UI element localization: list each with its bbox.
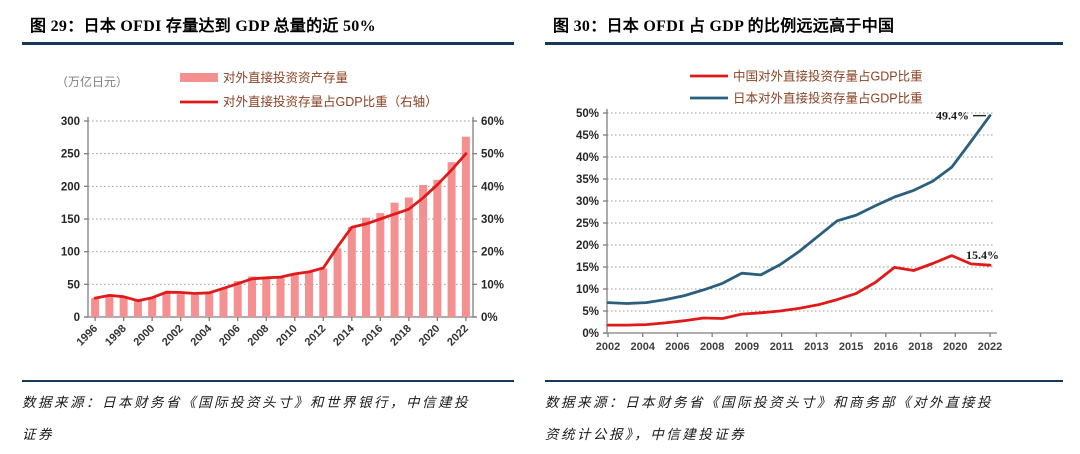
- figure-29-title-rule: [22, 42, 514, 45]
- svg-text:2004: 2004: [189, 322, 215, 348]
- series-ofdi-gdp-share-line: [93, 152, 468, 303]
- figure-29-source-rule: [22, 380, 514, 382]
- svg-text:2008: 2008: [700, 341, 724, 353]
- svg-text:5%: 5%: [582, 306, 599, 318]
- legend-bar-swatch: [180, 73, 218, 82]
- svg-text:2002: 2002: [160, 323, 186, 349]
- svg-text:1998: 1998: [103, 323, 129, 349]
- svg-text:100: 100: [61, 247, 80, 259]
- figure-29-chart: 0 50 100 150 200 250 300 0% 10% 20% 30% 40% 50% 60% 19…: [56, 70, 504, 349]
- figure-29-source: 数据来源：日本财务省《国际投资头寸》和世界银行，中信建投证券: [22, 395, 470, 442]
- svg-text:2002: 2002: [596, 341, 620, 353]
- series-china-line: [606, 254, 992, 327]
- svg-text:300: 300: [61, 116, 80, 128]
- svg-text:40%: 40%: [481, 181, 504, 193]
- svg-text:15%: 15%: [576, 262, 599, 274]
- series-ofdi-asset-stock-bars: [91, 136, 470, 317]
- svg-text:45%: 45%: [576, 130, 599, 142]
- figure-30-plot: 0% 5% 10% 15% 20% 25% 30% 35% 40% 45% 50% 2002 2004 2…: [576, 108, 1002, 353]
- svg-text:2022: 2022: [978, 341, 1002, 353]
- svg-text:50: 50: [67, 279, 80, 291]
- svg-text:30%: 30%: [481, 214, 504, 226]
- series-japan-line: [606, 114, 992, 305]
- svg-text:2006: 2006: [217, 323, 243, 349]
- annotation-china-end: 15.4%: [966, 248, 999, 262]
- svg-text:2010: 2010: [274, 323, 300, 349]
- svg-text:35%: 35%: [576, 174, 599, 186]
- svg-text:25%: 25%: [576, 218, 599, 230]
- svg-text:2006: 2006: [665, 341, 689, 353]
- svg-text:40%: 40%: [576, 152, 599, 164]
- svg-text:对外直接投资资产存量: 对外直接投资资产存量: [223, 70, 348, 85]
- figure-30-title: 图 30：日本 OFDI 占 GDP 的比例远远高于中国: [553, 18, 895, 35]
- svg-text:30%: 30%: [576, 196, 599, 208]
- svg-text:2022: 2022: [445, 323, 471, 349]
- svg-text:2011: 2011: [770, 341, 794, 353]
- svg-text:50%: 50%: [481, 149, 504, 161]
- svg-text:200: 200: [61, 181, 80, 193]
- figure-29-panel: 图 29：日本 OFDI 存量达到 GDP 总量的近 50% 0 50 100 150…: [22, 8, 514, 451]
- svg-text:150: 150: [61, 214, 80, 226]
- svg-text:2004: 2004: [630, 341, 655, 353]
- figure-30-annotations: 49.4% 15.4%: [936, 109, 999, 263]
- figure-29-title: 图 29：日本 OFDI 存量达到 GDP 总量的近 50%: [30, 18, 376, 35]
- svg-text:2016: 2016: [360, 323, 386, 349]
- svg-text:10%: 10%: [576, 284, 599, 296]
- figure-30-title-rule: [545, 42, 1063, 45]
- svg-text:2015: 2015: [839, 341, 863, 353]
- svg-text:2009: 2009: [735, 341, 759, 353]
- svg-text:2014: 2014: [331, 322, 357, 348]
- svg-text:60%: 60%: [481, 116, 504, 128]
- svg-text:10%: 10%: [481, 279, 504, 291]
- svg-text:1996: 1996: [74, 323, 100, 349]
- svg-text:2013: 2013: [804, 341, 828, 353]
- svg-text:中国对外直接投资存量占GDP比重: 中国对外直接投资存量占GDP比重: [733, 69, 923, 84]
- figure-30-source: 数据来源：日本财务省《国际投资头寸》和商务部《对外直接投资统计公报》，中信建投证…: [545, 395, 993, 442]
- figure-30-source-rule: [545, 380, 1063, 382]
- svg-text:对外直接投资存量占GDP比重（右轴）: 对外直接投资存量占GDP比重（右轴）: [223, 94, 438, 109]
- svg-text:2018: 2018: [388, 323, 414, 349]
- svg-text:2012: 2012: [303, 323, 329, 349]
- svg-text:2016: 2016: [874, 341, 898, 353]
- svg-text:2020: 2020: [417, 323, 443, 349]
- svg-text:50%: 50%: [576, 108, 599, 120]
- svg-text:0%: 0%: [481, 312, 498, 324]
- svg-text:2008: 2008: [246, 323, 272, 349]
- svg-text:0: 0: [74, 312, 80, 324]
- svg-text:20%: 20%: [481, 247, 504, 259]
- svg-text:日本对外直接投资存量占GDP比重: 日本对外直接投资存量占GDP比重: [733, 91, 923, 106]
- figure-30-panel: 图 30：日本 OFDI 占 GDP 的比例远远高于中国 0% 5% 10% 15% 2…: [545, 8, 1063, 451]
- svg-text:250: 250: [61, 149, 80, 161]
- svg-text:2018: 2018: [908, 341, 932, 353]
- annotation-japan-end: 49.4%: [936, 109, 969, 123]
- svg-text:0%: 0%: [582, 328, 599, 340]
- left-axis-unit-label: （万亿日元）: [56, 74, 128, 89]
- svg-text:2020: 2020: [943, 341, 967, 353]
- svg-text:20%: 20%: [576, 240, 599, 252]
- svg-text:2000: 2000: [131, 323, 157, 349]
- figure-30-chart: 0% 5% 10% 15% 20% 25% 30% 35% 40% 45% 50% 2002 2004 2…: [576, 69, 1002, 354]
